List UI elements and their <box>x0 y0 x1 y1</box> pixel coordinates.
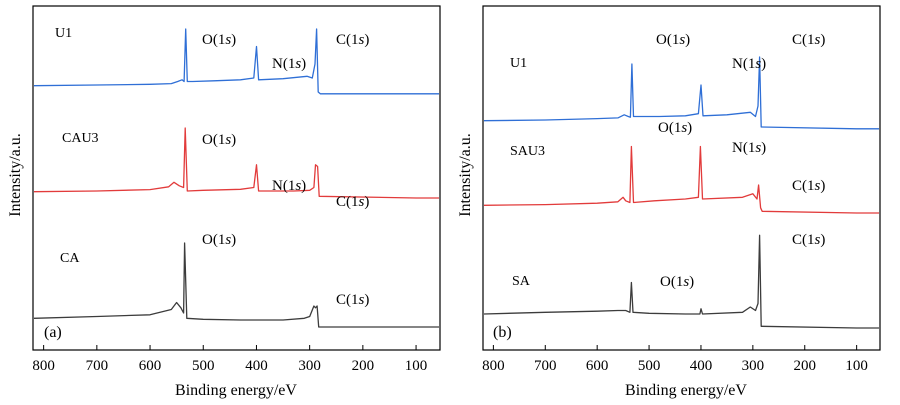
series-name-0-2: CA <box>60 251 80 266</box>
panel-label-1: (b) <box>493 324 512 341</box>
peak-label-1-1-0: O(1s) <box>658 120 692 136</box>
series-name-1-2: SA <box>512 274 531 289</box>
x-tick-label-1-400: 400 <box>690 358 713 374</box>
x-tick-label-0-200: 200 <box>352 358 375 374</box>
series-line-1-0 <box>483 56 879 130</box>
x-axis-title-b: Binding energy/eV <box>625 382 747 399</box>
x-tick-label-0-800: 800 <box>32 358 55 374</box>
peak-label-0-2-0: O(1s) <box>202 232 236 248</box>
series-line-0-2 <box>33 242 439 328</box>
peak-label-0-0-0: O(1s) <box>202 32 236 48</box>
plot-frame-1 <box>482 5 881 351</box>
x-tick-label-0-500: 500 <box>192 358 215 374</box>
series-name-0-1: CAU3 <box>62 131 99 146</box>
series-name-1-1: SAU3 <box>510 144 545 159</box>
series-name-1-0: U1 <box>510 56 527 71</box>
x-tick-label-0-600: 600 <box>139 358 162 374</box>
x-tick-label-0-300: 300 <box>298 358 321 374</box>
series-line-0-1 <box>33 127 439 199</box>
x-tick-label-1-300: 300 <box>742 358 765 374</box>
peak-label-1-0-0: O(1s) <box>656 32 690 48</box>
y-axis-title-a: Intensity/a.u. <box>7 133 24 217</box>
peak-label-0-2-1: C(1s) <box>336 292 369 308</box>
peak-label-0-1-1: N(1s) <box>272 178 306 194</box>
peak-label-0-1-2: C(1s) <box>336 194 369 210</box>
peak-label-0-0-1: N(1s) <box>272 56 306 72</box>
x-tick-label-0-700: 700 <box>86 358 109 374</box>
x-tick-label-1-700: 700 <box>534 358 557 374</box>
y-axis-title-b: Intensity/a.u. <box>457 133 474 217</box>
series-line-1-1 <box>483 145 879 214</box>
series-line-1-2 <box>483 234 879 329</box>
peak-label-1-0-1: N(1s) <box>732 56 766 72</box>
series-name-0-0: U1 <box>55 26 72 41</box>
x-tick-label-1-600: 600 <box>586 358 609 374</box>
peak-label-1-1-1: N(1s) <box>732 140 766 156</box>
peak-label-1-2-1: C(1s) <box>792 232 825 248</box>
peak-label-1-0-2: C(1s) <box>792 32 825 48</box>
peak-label-1-1-2: C(1s) <box>792 178 825 194</box>
x-tick-label-0-100: 100 <box>405 358 428 374</box>
panel-label-0: (a) <box>44 324 62 341</box>
x-tick-label-0-400: 400 <box>245 358 268 374</box>
series-line-0-0 <box>33 28 439 95</box>
plot-frame-0 <box>32 5 441 351</box>
x-tick-label-1-100: 100 <box>845 358 868 374</box>
peak-label-1-2-0: O(1s) <box>660 274 694 290</box>
x-tick-label-1-800: 800 <box>482 358 505 374</box>
x-tick-label-1-500: 500 <box>638 358 661 374</box>
peak-label-0-1-0: O(1s) <box>202 132 236 148</box>
x-tick-label-1-200: 200 <box>794 358 817 374</box>
x-axis-title-a: Binding energy/eV <box>175 382 297 399</box>
peak-label-0-0-2: C(1s) <box>336 32 369 48</box>
